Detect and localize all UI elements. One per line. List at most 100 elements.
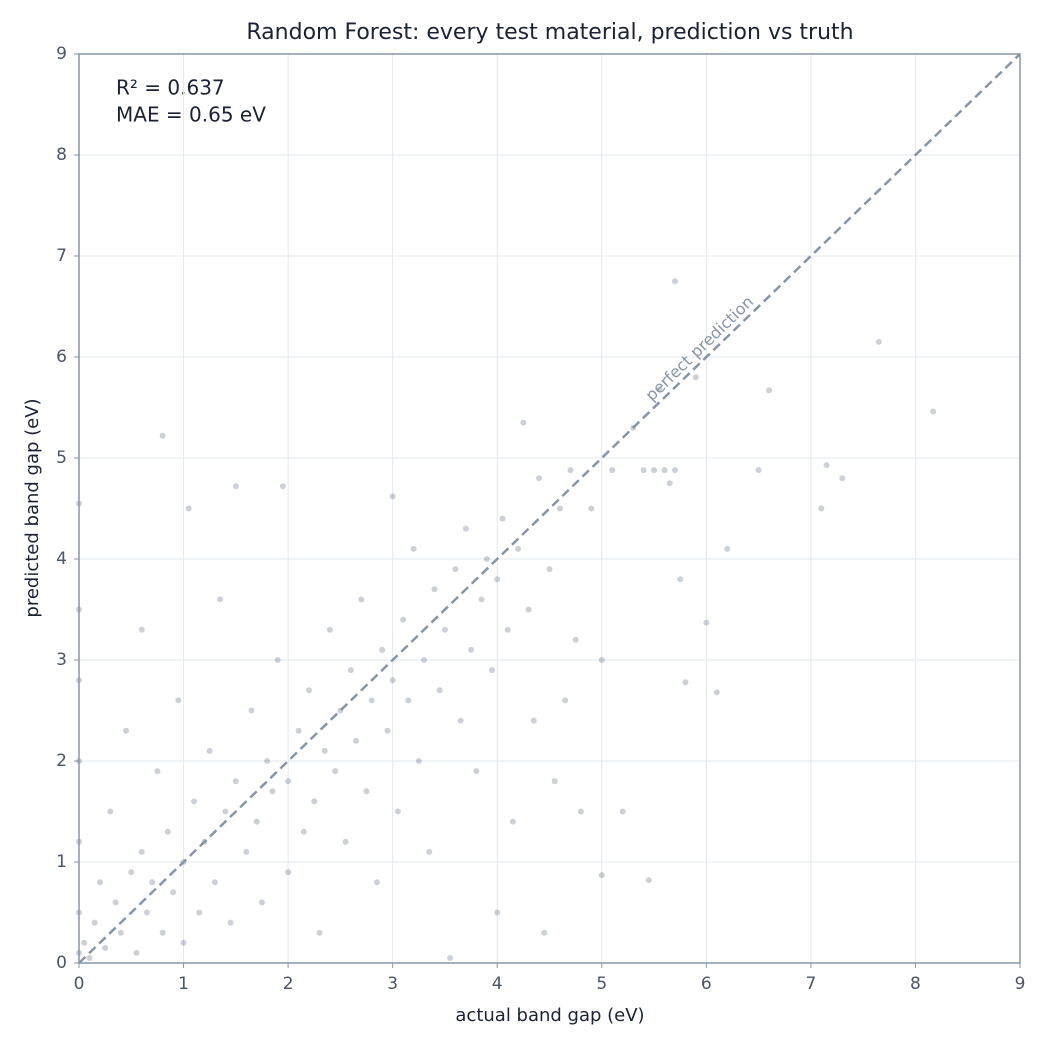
point <box>358 596 365 603</box>
point <box>86 954 93 961</box>
point <box>415 758 422 764</box>
point <box>206 747 213 754</box>
point <box>295 727 302 734</box>
x-tick-label: 2 <box>283 974 294 994</box>
point <box>478 596 485 603</box>
point <box>128 869 135 876</box>
point <box>609 467 616 474</box>
point <box>363 788 370 795</box>
y-tick-label: 0 <box>56 953 67 973</box>
point <box>504 626 511 633</box>
point <box>572 636 579 643</box>
point <box>509 818 516 825</box>
x-tick-label: 1 <box>178 974 189 994</box>
point <box>724 545 731 552</box>
y-tick-label: 1 <box>56 852 67 872</box>
point <box>264 758 271 764</box>
point <box>81 939 88 946</box>
point <box>520 419 527 426</box>
point <box>421 657 428 663</box>
point <box>499 515 506 522</box>
point <box>232 483 239 490</box>
reference-line <box>78 53 1021 964</box>
point <box>441 626 448 633</box>
point <box>102 944 109 951</box>
x-tick-label: 9 <box>1015 974 1026 994</box>
point <box>823 462 830 469</box>
point <box>332 768 339 775</box>
point <box>567 467 574 474</box>
point <box>379 646 386 653</box>
point <box>347 667 354 674</box>
point <box>112 899 119 906</box>
point <box>488 667 495 674</box>
point <box>541 929 548 936</box>
x-tick-label: 7 <box>805 974 816 994</box>
point <box>598 872 605 879</box>
point <box>285 778 292 785</box>
point <box>117 929 124 936</box>
point <box>368 697 375 704</box>
point <box>91 919 98 926</box>
point <box>138 626 145 633</box>
point <box>703 619 710 626</box>
point <box>677 576 684 583</box>
point <box>164 828 171 835</box>
point <box>692 374 699 381</box>
y-tick-label: 4 <box>56 549 67 569</box>
point <box>651 467 658 474</box>
x-tick-label: 0 <box>74 974 85 994</box>
point <box>300 828 307 835</box>
point <box>656 386 663 393</box>
point <box>248 707 255 714</box>
point <box>274 657 281 663</box>
point <box>530 717 537 724</box>
x-tick-label: 8 <box>910 974 921 994</box>
point <box>373 879 380 886</box>
point <box>766 387 773 394</box>
y-tick-label: 6 <box>56 347 67 367</box>
point <box>170 889 177 896</box>
point <box>185 505 192 512</box>
point <box>671 278 678 285</box>
point <box>546 566 553 573</box>
point <box>426 848 433 855</box>
annotation: MAE = 0.65 eV <box>116 103 266 127</box>
point <box>682 679 689 686</box>
x-tick-label: 5 <box>596 974 607 994</box>
point <box>217 596 224 603</box>
point <box>191 798 198 805</box>
y-axis-label: predicted band gap (eV) <box>22 398 43 617</box>
point <box>311 798 318 805</box>
point <box>159 929 166 936</box>
point <box>154 768 161 775</box>
point <box>405 697 412 704</box>
point <box>96 879 103 886</box>
point <box>342 838 349 845</box>
point <box>138 848 145 855</box>
point <box>400 616 407 623</box>
point <box>389 677 396 684</box>
point <box>839 475 846 482</box>
point <box>279 483 286 490</box>
point <box>556 505 563 512</box>
point <box>389 493 396 500</box>
point <box>457 717 464 724</box>
chart-title: Random Forest: every test material, pred… <box>246 20 853 45</box>
point <box>930 408 937 415</box>
point <box>525 606 532 613</box>
point <box>671 467 678 474</box>
y-tick-label: 5 <box>56 448 67 468</box>
point <box>494 909 501 916</box>
point <box>577 808 584 815</box>
x-axis-label: actual band gap (eV) <box>455 1005 644 1026</box>
y-tick-label: 9 <box>56 44 67 64</box>
point <box>588 505 595 512</box>
point <box>394 808 401 815</box>
point <box>468 646 475 653</box>
point <box>875 338 882 345</box>
point <box>123 727 130 734</box>
point <box>222 808 229 815</box>
x-tick-label: 6 <box>701 974 712 994</box>
